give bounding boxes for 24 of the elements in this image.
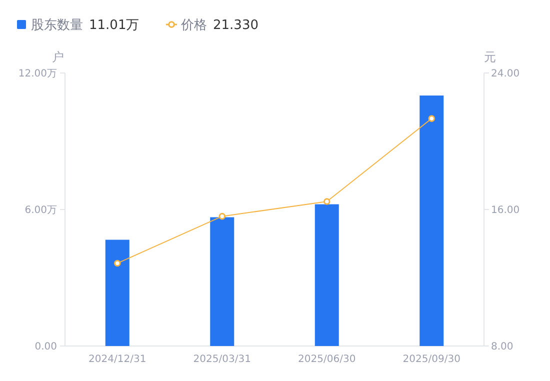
point: [218, 212, 226, 220]
point: [323, 198, 330, 205]
point: [114, 260, 121, 267]
x-tick-label: 2025/03/31: [193, 354, 251, 365]
y2-tick-label: 24.00: [491, 68, 520, 80]
y2-tick-label: 16.00: [491, 205, 520, 216]
bar: [314, 204, 339, 346]
y-tick-label: 0.00: [34, 342, 57, 352]
legend-label: 股东数量: [31, 18, 83, 33]
legend-label: 价格: [180, 18, 207, 33]
y-tick-label: 6.00万: [24, 205, 57, 216]
bar: [210, 217, 234, 346]
point: [428, 115, 436, 122]
text: 11.01万: [89, 18, 140, 33]
text: 21.330: [213, 18, 258, 33]
y2-axis-title: 元: [484, 50, 496, 64]
x-tick-label: 2025/09/30: [402, 354, 460, 365]
x-tick-label: 2024/12/31: [88, 354, 146, 365]
x-tick-label: 2025/06/30: [298, 354, 356, 365]
y2-tick-label: 8.00: [491, 342, 514, 352]
bar: [105, 240, 130, 346]
y-tick-label: 12.00万: [18, 68, 57, 80]
bar: [420, 96, 444, 346]
y-axis-title: 户: [52, 50, 64, 64]
